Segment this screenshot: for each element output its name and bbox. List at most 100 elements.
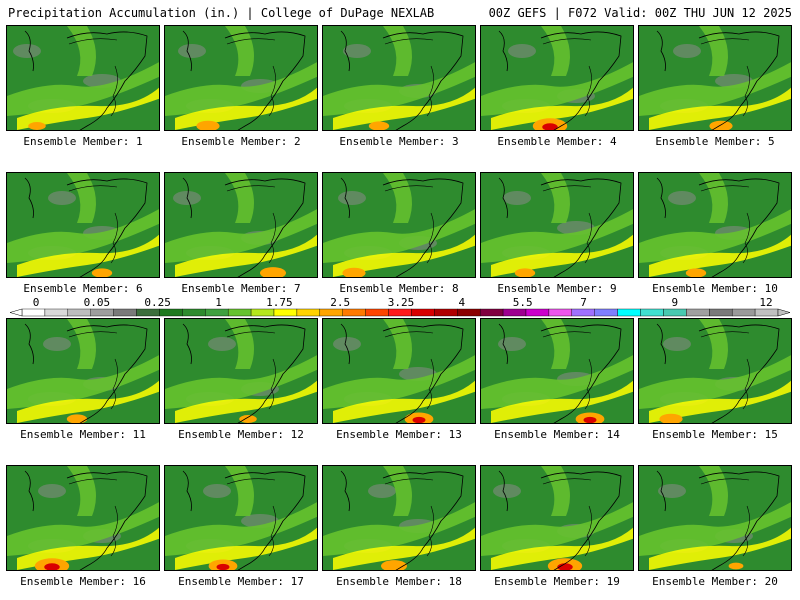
- state-border: [384, 331, 434, 338]
- bay-outline: [742, 358, 750, 410]
- colorbar-swatch: [502, 308, 527, 317]
- lake-outline: [24, 30, 34, 72]
- precip-core-orange: [260, 267, 286, 277]
- precip-band-light: [7, 209, 159, 263]
- state-border: [700, 38, 750, 45]
- colorbar-swatch: [731, 308, 756, 317]
- precip-map: [165, 466, 317, 570]
- precip-band-light: [383, 466, 412, 516]
- bay-outline: [268, 358, 276, 410]
- colorbar-swatch: [754, 308, 779, 317]
- lake-outline: [340, 177, 350, 219]
- state-border: [68, 331, 118, 338]
- colorbar-tick-label: 9: [671, 296, 678, 309]
- colorbar-swatch: [44, 308, 69, 317]
- ensemble-member-panel: [322, 318, 476, 424]
- colorbar-tick-label: 2.5: [330, 296, 350, 309]
- bay-outline: [426, 65, 434, 117]
- precip-map: [639, 26, 791, 130]
- bay-outline: [268, 505, 276, 557]
- lake-outline: [656, 470, 666, 512]
- dry-area: [338, 191, 366, 205]
- colorbar-swatch: [67, 308, 91, 317]
- precip-band-light: [699, 173, 728, 223]
- precip-band-light: [165, 209, 317, 263]
- dry-area: [668, 191, 696, 205]
- member-label: Ensemble Member: 12: [178, 428, 304, 441]
- precip-core-orange: [196, 120, 220, 130]
- coastline: [224, 471, 306, 570]
- colorbar-swatch: [457, 308, 481, 317]
- precip-core-red: [216, 563, 230, 570]
- bay-outline: [584, 505, 592, 557]
- dry-area: [368, 484, 396, 498]
- bay-outline: [584, 65, 592, 117]
- member-label: Ensemble Member: 13: [336, 428, 462, 441]
- colorbar-swatch: [594, 308, 618, 317]
- precip-map: [323, 319, 475, 423]
- ensemble-member-panel: [164, 465, 318, 571]
- precip-core-orange: [514, 268, 536, 277]
- member-label: Ensemble Member: 18: [336, 575, 462, 588]
- precip-map: [323, 173, 475, 277]
- bay-outline: [426, 212, 434, 264]
- state-border: [226, 331, 276, 338]
- ensemble-member-panel: [322, 465, 476, 571]
- colorbar-swatch: [411, 308, 435, 317]
- ensemble-member-panel: [638, 172, 792, 278]
- colorbar-swatch: [525, 308, 550, 317]
- precip-core-orange: [91, 268, 113, 277]
- precip-core-orange: [28, 122, 46, 130]
- state-border: [226, 38, 276, 45]
- coastline: [540, 471, 622, 570]
- colorbar-swatch: [571, 308, 595, 317]
- colorbar-tick-label: 3.25: [388, 296, 415, 309]
- lake-outline: [24, 470, 34, 512]
- lake-outline: [340, 470, 350, 512]
- precip-band-light: [639, 502, 791, 556]
- dry-area: [178, 44, 206, 58]
- precip-core-orange: [239, 415, 257, 423]
- precip-band-yellow: [333, 87, 475, 130]
- precip-band-light: [541, 466, 570, 516]
- colorbar-swatch: [617, 308, 641, 317]
- member-label: Ensemble Member: 10: [652, 282, 778, 295]
- bay-outline: [110, 65, 118, 117]
- ensemble-member-panel: [164, 318, 318, 424]
- state-border: [542, 331, 592, 338]
- precip-band-light: [639, 355, 791, 409]
- colorbar-tick-label: 12: [759, 296, 772, 309]
- coastline: [224, 324, 306, 423]
- precip-band-light: [481, 502, 633, 556]
- precip-band-yellow: [649, 87, 791, 130]
- colorbar-tick-label: 0: [33, 296, 40, 309]
- ensemble-member-panel: [638, 318, 792, 424]
- colorbar-high-arrow: [777, 308, 791, 317]
- bay-outline: [742, 505, 750, 557]
- precip-band-yellow: [333, 380, 475, 423]
- precip-band-light: [323, 62, 475, 116]
- precip-band-light: [323, 502, 475, 556]
- precip-band-yellow: [175, 380, 317, 423]
- precip-band-yellow: [333, 527, 475, 570]
- state-border: [700, 478, 750, 485]
- precip-core-red: [557, 563, 573, 570]
- precip-band-yellow: [491, 527, 633, 570]
- coastline: [66, 471, 148, 570]
- colorbar-swatch: [640, 308, 664, 317]
- precip-band-light: [541, 319, 570, 369]
- coastline: [698, 31, 780, 130]
- precip-map: [481, 319, 633, 423]
- precip-map: [639, 466, 791, 570]
- precip-core-orange: [368, 121, 390, 130]
- lake-outline: [498, 30, 508, 72]
- member-label: Ensemble Member: 2: [181, 135, 301, 148]
- member-label: Ensemble Member: 3: [339, 135, 459, 148]
- dry-area: [503, 191, 531, 205]
- lake-outline: [656, 30, 666, 72]
- coastline: [540, 178, 622, 277]
- coastline: [382, 324, 464, 423]
- colorbar-swatch: [227, 308, 252, 317]
- precip-band-yellow: [175, 527, 317, 570]
- state-border: [384, 478, 434, 485]
